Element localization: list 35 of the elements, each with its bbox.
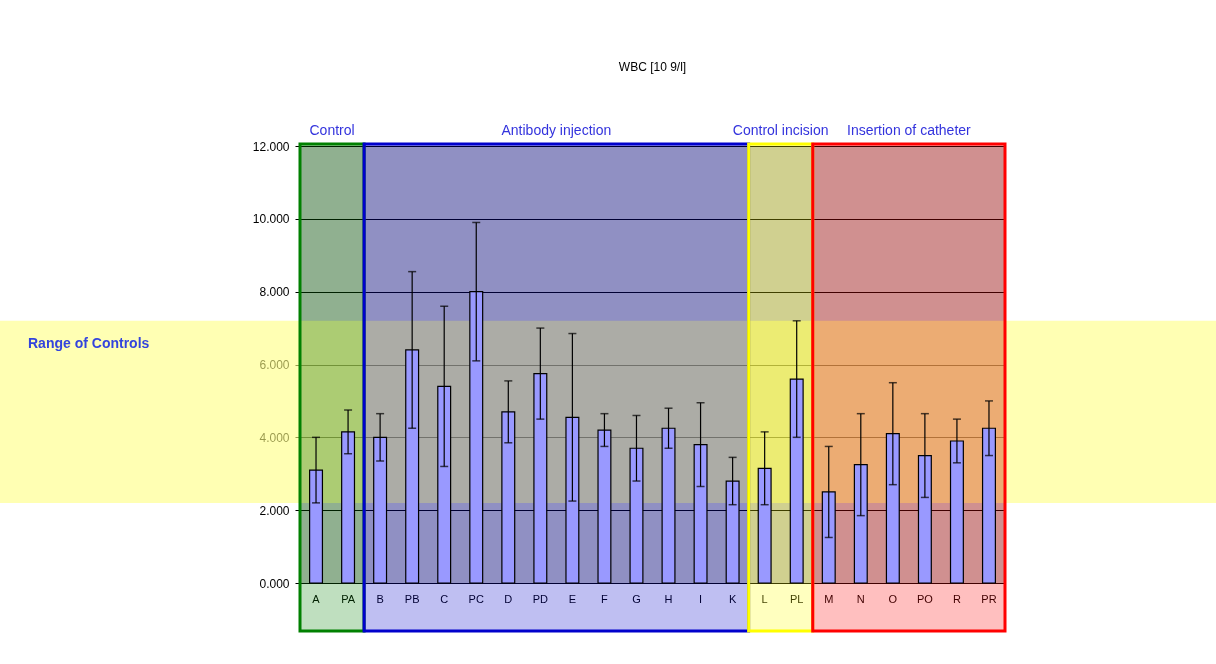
x-tick-label: D <box>504 592 513 605</box>
x-tick-label: F <box>601 592 609 605</box>
x-tick-label: E <box>568 592 577 605</box>
band-label: Control incision <box>732 122 829 138</box>
x-tick-label: PO <box>916 592 934 605</box>
x-tick-label: N <box>856 592 865 605</box>
band-label: Control <box>309 122 355 138</box>
x-tick-label: M <box>824 592 834 605</box>
y-tick-label: 6.000 <box>259 358 290 372</box>
y-tick-label: 2.000 <box>259 503 290 518</box>
y-tick-label: 0.000 <box>259 576 290 591</box>
x-tick-label: H <box>664 592 673 605</box>
x-tick-label: C <box>440 592 449 605</box>
x-tick-label: B <box>376 592 384 605</box>
x-tick-label: PA <box>341 592 356 605</box>
x-tick-label: PC <box>468 592 484 605</box>
band-label: Antibody injection <box>501 122 612 138</box>
band-label: Range of Controls <box>28 334 150 351</box>
x-tick-label: K <box>728 592 737 605</box>
x-tick-label: R <box>952 592 961 605</box>
x-tick-label: PB <box>404 592 420 605</box>
x-tick-label: G <box>632 592 641 605</box>
x-tick-label: PR <box>981 592 997 605</box>
band-label: Insertion of catheter <box>846 122 972 138</box>
y-tick-label: 4.000 <box>259 430 290 445</box>
x-tick-label: PL <box>789 592 804 605</box>
x-tick-label: PD <box>532 592 549 605</box>
y-tick-label: 12.000 <box>252 139 290 154</box>
chart-title: WBC [10 9/l] <box>618 60 687 74</box>
x-tick-label: L <box>761 592 768 605</box>
x-tick-label: A <box>312 592 321 605</box>
y-tick-label: 10.000 <box>252 212 290 227</box>
x-tick-label: I <box>699 592 703 605</box>
y-tick-label: 8.000 <box>259 285 290 300</box>
x-tick-label: O <box>888 592 898 605</box>
